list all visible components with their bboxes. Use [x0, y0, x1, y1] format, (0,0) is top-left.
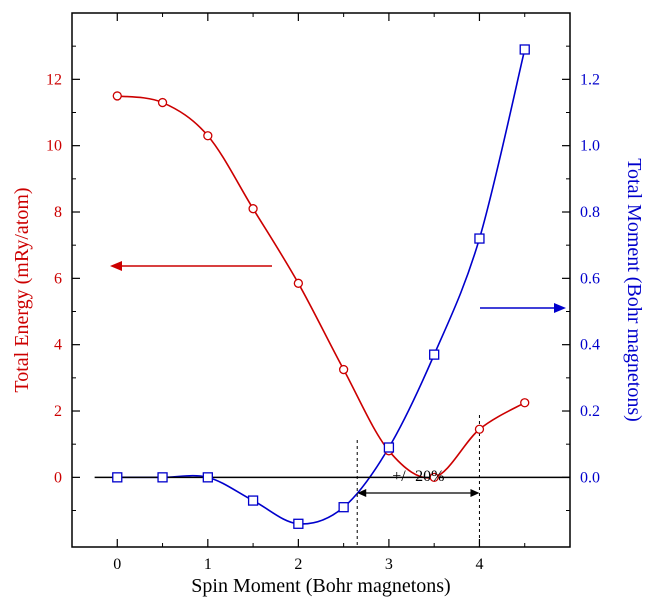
x-tick-label: 2 [294, 556, 302, 573]
series-layer [117, 49, 526, 525]
right-tick-label: 0.2 [580, 403, 600, 420]
left-tick-label: 6 [54, 270, 62, 287]
series-line-right [117, 49, 526, 525]
range-arrow-head-left [357, 489, 367, 497]
moment-point [157, 472, 168, 483]
moment-point [474, 233, 485, 244]
moment-point [112, 472, 123, 483]
x-tick-label: 3 [385, 556, 393, 573]
left-tick-label: 8 [54, 204, 62, 221]
energy-point [338, 364, 349, 375]
energy-point [203, 131, 213, 141]
right-tick-label: 1.0 [580, 138, 600, 155]
x-tick-label: 1 [204, 556, 212, 573]
left-axis-ticks: 0 2 4 6 8 10 12 [46, 45, 80, 512]
plot-frame [71, 12, 571, 548]
right-axis-ticks: 0.0 0.2 0.4 0.6 0.8 1.0 1.2 [562, 45, 600, 512]
moment-point [383, 442, 395, 453]
series-line-left [117, 95, 526, 479]
marker-layer [112, 44, 530, 529]
left-tick-label: 12 [46, 71, 62, 88]
x-axis-ticks: 0 1 2 3 4 [113, 13, 526, 573]
moment-point [202, 472, 213, 483]
moment-point [519, 44, 530, 55]
x-tick-label: 0 [113, 556, 121, 573]
right-tick-label: 0.8 [580, 204, 600, 221]
left-tick-label: 0 [54, 469, 62, 486]
energy-point [293, 278, 304, 288]
energy-point [520, 398, 530, 408]
moment-point [247, 495, 259, 506]
range-arrow-head-right [470, 489, 480, 497]
right-axis-title: Total Moment (Bohr magnetons) [623, 158, 645, 422]
energy-point [112, 91, 122, 101]
annotation-layer [94, 261, 570, 547]
left-tick-label: 10 [46, 138, 62, 155]
energy-point [474, 424, 485, 434]
moment-point [338, 502, 349, 513]
moment-axis-arrow-head [554, 303, 566, 313]
left-axis-title: Total Energy (mRy/atom) [11, 187, 33, 392]
energy-point [429, 472, 439, 482]
right-tick-label: 0.0 [580, 469, 600, 486]
x-axis-title: Spin Moment (Bohr magnetons) [191, 575, 450, 597]
left-tick-label: 2 [54, 403, 62, 420]
right-tick-label: 1.2 [580, 71, 600, 88]
left-tick-label: 4 [54, 337, 62, 354]
right-tick-label: 0.4 [580, 337, 600, 354]
range-annotation-label: +/- 20% [392, 468, 444, 485]
x-tick-label: 4 [475, 556, 483, 573]
right-tick-label: 0.6 [580, 270, 600, 287]
moment-point [429, 349, 440, 360]
energy-point [248, 204, 258, 214]
energy-axis-arrow-head [110, 261, 122, 271]
moment-point [293, 518, 304, 529]
energy-point [157, 97, 168, 108]
